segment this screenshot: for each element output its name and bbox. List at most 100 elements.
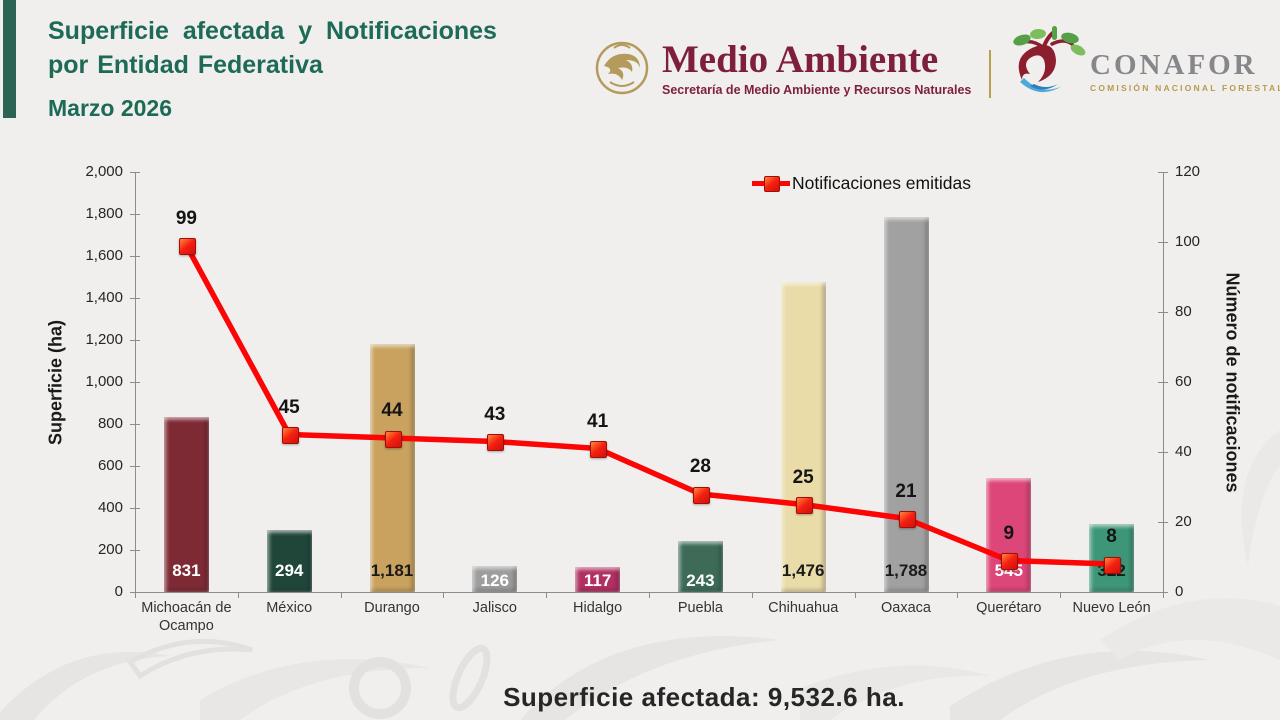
conafor-logo-name: CONAFOR — [1090, 49, 1258, 81]
right-axis-tick — [1158, 312, 1168, 313]
legend-marker-icon — [764, 175, 780, 192]
bar-value-label: 294 — [275, 561, 304, 580]
category-label: Chihuahua — [768, 600, 839, 616]
right-axis-tick — [1158, 242, 1168, 243]
right-axis-tick — [1158, 382, 1168, 383]
left-axis-tick — [130, 340, 140, 341]
legend-line-icon — [752, 175, 790, 192]
category-label: Durango — [364, 600, 420, 616]
page-title: Superficie afectada y Notificaciones por… — [48, 14, 497, 122]
semarnat-logo-name: Medio Ambiente — [662, 38, 939, 81]
category-label: Nuevo León — [1072, 600, 1151, 616]
line-value-label: 25 — [792, 466, 814, 488]
right-axis-tick-label: 60 — [1175, 373, 1192, 390]
chart-legend: Notificaciones emitidas — [752, 172, 971, 194]
category-label: Puebla — [677, 600, 723, 616]
x-axis-tick — [443, 592, 445, 598]
bar — [472, 565, 518, 592]
bar — [575, 567, 621, 592]
header-accent-bar — [3, 0, 16, 118]
right-axis-tick-label: 120 — [1175, 163, 1201, 180]
left-axis-tick — [130, 550, 140, 551]
category-label: México — [266, 600, 313, 616]
line-marker — [692, 486, 710, 504]
right-axis-tick — [1158, 452, 1168, 453]
left-axis-tick — [130, 382, 140, 383]
semarnat-logo: Medio Ambiente Secretaría de Medio Ambie… — [662, 38, 971, 98]
x-axis-tick — [751, 592, 753, 598]
bar — [883, 216, 929, 592]
left-axis-tick-label: 400 — [97, 499, 123, 516]
line-value-label: 41 — [587, 410, 609, 432]
right-axis-tick-label: 40 — [1175, 443, 1192, 460]
line-marker — [1104, 556, 1122, 574]
conafor-logo-tagline: COMISIÓN NACIONAL FORESTAL — [1090, 83, 1280, 93]
left-axis-tick-label: 2,000 — [85, 163, 123, 180]
line-marker — [281, 427, 299, 444]
left-axis-tick-label: 1,800 — [85, 205, 123, 222]
logo-divider — [989, 50, 991, 98]
line-marker — [898, 511, 916, 528]
left-axis-tick — [130, 424, 140, 425]
line-marker — [487, 434, 505, 451]
line-value-label: 8 — [1106, 526, 1117, 547]
conafor-tree-icon — [1013, 26, 1086, 93]
left-axis-tick-label: 200 — [97, 541, 123, 558]
left-axis-tick-label: 0 — [114, 583, 123, 600]
legend-label: Notificaciones emitidas — [792, 172, 971, 193]
line-value-label: 43 — [484, 403, 506, 425]
line-value-label: 9 — [1003, 522, 1015, 544]
x-axis-tick — [957, 592, 959, 598]
left-axis-tick-label: 600 — [97, 457, 123, 474]
bar — [780, 282, 826, 592]
bar-value-label: 117 — [583, 571, 612, 590]
line-marker — [590, 441, 608, 458]
x-axis-tick — [1060, 592, 1062, 598]
conafor-logo: CONAFOR COMISIÓN NACIONAL FORESTAL — [1090, 50, 1280, 93]
bar-value-label: 1,181 — [370, 561, 414, 580]
right-axis-tick-label: 0 — [1175, 583, 1184, 600]
x-axis-tick — [1163, 592, 1164, 598]
left-axis-tick — [130, 508, 140, 509]
left-axis-title: Superficie (ha) — [45, 319, 66, 446]
bar-value-label: 831 — [172, 561, 201, 580]
right-axis-title: Número de notificaciones — [1222, 272, 1243, 493]
left-axis-tick — [130, 298, 140, 299]
category-label: Oaxaca — [881, 600, 931, 616]
bar-value-label: 126 — [480, 571, 509, 590]
line-value-label: 21 — [895, 480, 917, 502]
x-axis-tick — [135, 592, 136, 598]
total-affected-area: Superficie afectada: 9,532.6 ha. — [503, 682, 905, 712]
line-value-label: 44 — [381, 400, 403, 421]
x-axis-tick — [237, 592, 239, 598]
line-value-label: 45 — [278, 396, 300, 418]
x-axis-tick — [854, 592, 856, 598]
category-label: Jalisco — [472, 600, 517, 616]
left-axis-tick-label: 1,200 — [85, 331, 123, 348]
x-axis-tick — [340, 592, 342, 598]
category-label: Hidalgo — [573, 600, 623, 616]
category-label: Michoacán de Ocampo — [141, 600, 232, 634]
right-axis-tick-label: 20 — [1175, 513, 1192, 530]
left-axis-tick — [130, 466, 140, 467]
bar-value-label: 1,476 — [781, 561, 825, 580]
bar-value-label: 243 — [686, 571, 715, 590]
report-date: Marzo 2026 — [48, 95, 173, 121]
bar — [369, 343, 415, 592]
x-axis-tick — [546, 592, 548, 598]
page-title-line1: Superficie afectada y Notificaciones — [48, 17, 497, 45]
left-axis-tick — [130, 172, 140, 173]
left-axis-tick-label: 800 — [97, 415, 123, 432]
category-label: Querétaro — [976, 600, 1042, 616]
right-axis-tick — [1158, 172, 1168, 173]
line-marker — [795, 497, 813, 514]
right-axis-tick-label: 100 — [1175, 233, 1201, 250]
right-axis-tick-label: 80 — [1175, 303, 1192, 320]
left-axis-tick-label: 1,000 — [85, 373, 123, 390]
line-marker — [384, 430, 402, 448]
left-axis-tick-label: 1,600 — [85, 247, 123, 264]
line-value-label: 99 — [175, 207, 197, 229]
left-axis-tick — [130, 214, 140, 215]
